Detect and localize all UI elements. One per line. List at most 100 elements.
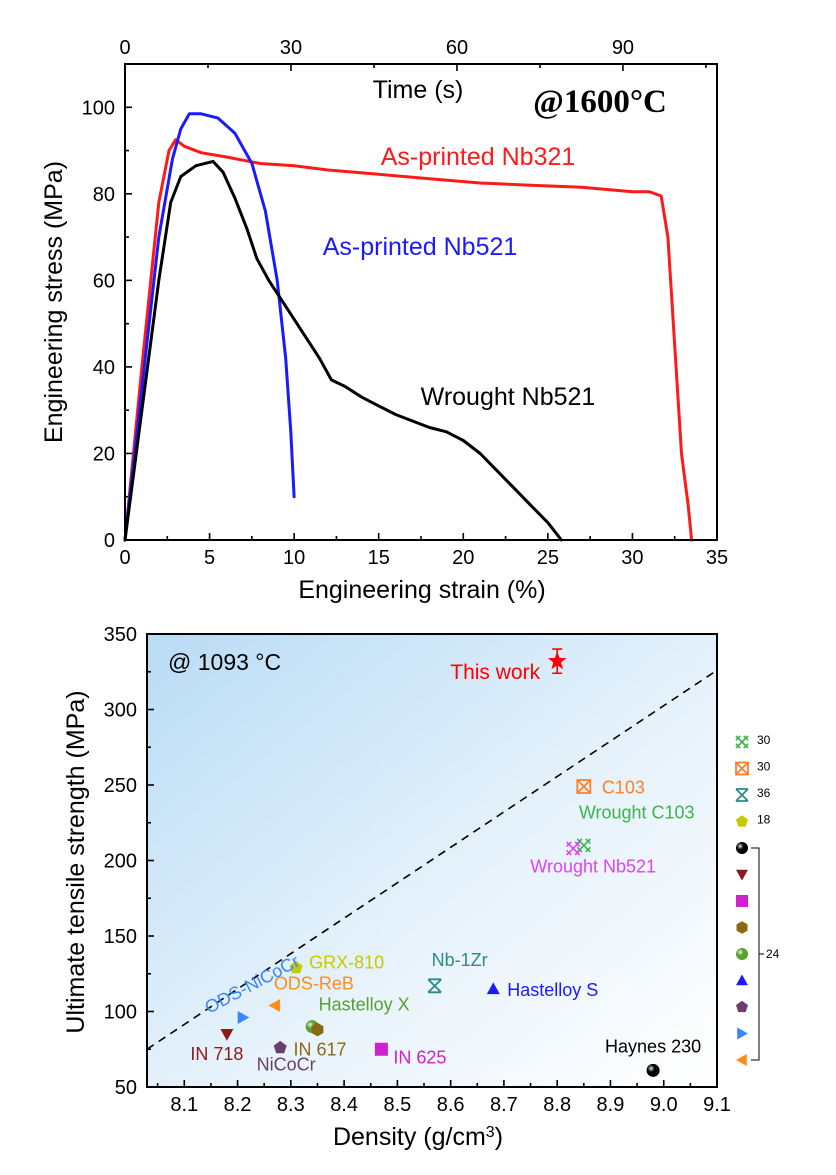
legend-marker — [736, 1000, 748, 1013]
legend-marker — [736, 1054, 747, 1066]
label-as-printed-nb521: As-printed Nb521 — [323, 233, 518, 261]
strength-density-points: This work C103 Wrought C103 Wrought Nb521 Nb… — [190, 648, 701, 1077]
density-tick-label: 8.4 — [330, 1094, 358, 1116]
density-tick-label: 8.1 — [170, 1094, 198, 1116]
point-label-nb-1zr: Nb-1Zr — [432, 950, 488, 970]
x-tick-label: 10 — [283, 547, 305, 569]
strength-density-ticks: 8.1 8.2 8.3 8.4 8.5 8.6 8.7 8.8 8.9 9.0 9.1 50 100 15… — [104, 624, 731, 1116]
legend-group-bracket — [751, 847, 764, 1061]
uts-tick-label: 150 — [104, 926, 137, 948]
x-tick-label: 0 — [119, 547, 130, 569]
top-axis-title: Time (s) — [373, 76, 464, 104]
point-in-625 — [374, 1042, 388, 1056]
point-label-haynes-230: Haynes 230 — [605, 1036, 701, 1056]
uts-tick-label: 100 — [104, 1002, 137, 1024]
legend-marker — [736, 974, 748, 986]
legend-marker — [735, 788, 749, 802]
point-nicocr — [273, 1040, 287, 1054]
y-tick-label: 80 — [93, 184, 115, 206]
point-label-ods-reb: ODS-ReB — [274, 973, 354, 993]
reference-dashed-line — [146, 669, 718, 1050]
density-tick-label: 9.0 — [650, 1094, 678, 1116]
point-haynes-230 — [646, 1063, 660, 1077]
legend-marker — [736, 921, 748, 934]
x-tick-label: 15 — [368, 547, 390, 569]
point-wrought-nb521 — [566, 841, 581, 856]
legend-ref-number: 30 — [757, 733, 771, 747]
strength-density-chart: 8.1 8.2 8.3 8.4 8.5 8.6 8.7 8.8 8.9 9.0 9.1 50 100 15… — [62, 624, 780, 1151]
legend-marker — [737, 1027, 748, 1040]
uts-tick-label: 300 — [104, 700, 137, 722]
point-in-617 — [311, 1022, 324, 1037]
strength-density-plot-frame — [146, 633, 718, 1088]
stress-strain-curves — [123, 112, 694, 542]
density-tick-label: 8.7 — [490, 1094, 518, 1116]
y-tick-label: 40 — [93, 357, 115, 379]
point-label-wrought-c103: Wrought C103 — [579, 802, 695, 822]
curve-as-printed-nb321 — [123, 138, 694, 542]
point-label-wrought-nb521: Wrought Nb521 — [530, 856, 656, 876]
density-tick-label: 8.2 — [224, 1094, 252, 1116]
stress-strain-chart: 0 5 10 15 20 25 30 35 0 20 40 60 80 100 0 30 60 90 Time (… — [40, 37, 728, 604]
point-wrought-c103 — [576, 838, 591, 853]
y-tick-label: 60 — [93, 270, 115, 292]
temperature-annotation-1600: @1600°C — [533, 84, 667, 120]
uts-tick-label: 200 — [104, 851, 137, 873]
x-tick-label: 20 — [452, 547, 474, 569]
y-tick-label: 0 — [104, 530, 115, 552]
density-tick-label: 8.9 — [597, 1094, 625, 1116]
legend-marker — [736, 815, 748, 827]
point-label-in-625: IN 625 — [393, 1047, 446, 1067]
y-tick-label: 100 — [82, 97, 115, 119]
x-axis-title-density: Density (g/cm3) — [333, 1123, 503, 1151]
point-label-in-718: IN 718 — [190, 1044, 243, 1064]
point-grx-810 — [289, 960, 303, 974]
legend-marker — [735, 761, 749, 776]
legend-marker — [736, 948, 748, 960]
reference-legend: 30 30 36 18 24 — [735, 733, 780, 1066]
point-label-grx-810: GRX-810 — [309, 953, 384, 973]
top-tick-label: 60 — [446, 37, 468, 59]
stress-strain-plot-frame — [124, 63, 718, 541]
point-label-nicocr: NiCoCr — [257, 1055, 316, 1075]
legend-marker — [735, 735, 749, 749]
y-axis-title-stress: Engineering stress (MPa) — [40, 161, 68, 443]
uts-tick-label: 350 — [104, 624, 137, 646]
top-tick-label: 0 — [119, 37, 130, 59]
x-tick-label: 25 — [537, 547, 559, 569]
point-c103 — [576, 779, 592, 794]
density-tick-label: 8.8 — [543, 1094, 571, 1116]
point-ods-nicocr — [237, 1011, 250, 1024]
top-tick-label: 90 — [612, 37, 634, 59]
point-hastelloy-s — [486, 982, 500, 995]
uts-tick-label: 250 — [104, 775, 137, 797]
point-nb-1zr — [427, 978, 442, 994]
x-axis-title-strain: Engineering strain (%) — [298, 576, 545, 604]
density-tick-label: 8.5 — [383, 1094, 411, 1116]
curve-as-printed-nb521 — [123, 112, 296, 542]
point-in-718 — [220, 1029, 234, 1041]
point-this-work — [547, 651, 567, 670]
point-label-hastelloy-x: Hastelloy X — [319, 995, 410, 1015]
point-label-this-work: This work — [450, 661, 540, 684]
density-tick-label: 9.1 — [703, 1094, 731, 1116]
x-tick-label: 30 — [621, 547, 643, 569]
label-wrought-nb521: Wrought Nb521 — [421, 383, 596, 411]
y-axis-title-uts: Ultimate tensile strength (MPa) — [62, 690, 90, 1033]
density-tick-label: 8.6 — [437, 1094, 465, 1116]
legend-ref-number: 36 — [757, 786, 771, 800]
uts-tick-label: 50 — [115, 1077, 137, 1099]
temperature-annotation-1093: @ 1093 °C — [168, 649, 281, 675]
legend-marker — [736, 842, 748, 854]
label-as-printed-nb321: As-printed Nb321 — [381, 143, 576, 171]
point-label-hastelloy-s: Hastelloy S — [507, 980, 598, 1000]
point-label-in-617: IN 617 — [293, 1040, 346, 1060]
top-tick-label: 30 — [280, 37, 302, 59]
x-tick-label: 5 — [204, 547, 215, 569]
point-ods-reb — [268, 999, 281, 1012]
point-label-c103: C103 — [602, 778, 645, 798]
stress-strain-ticks: 0 5 10 15 20 25 30 35 0 20 40 60 80 100 0 30 60 90 — [82, 37, 729, 569]
legend-ref-number: 30 — [757, 760, 771, 774]
curve-wrought-nb521 — [123, 159, 563, 542]
y-tick-label: 20 — [93, 443, 115, 465]
